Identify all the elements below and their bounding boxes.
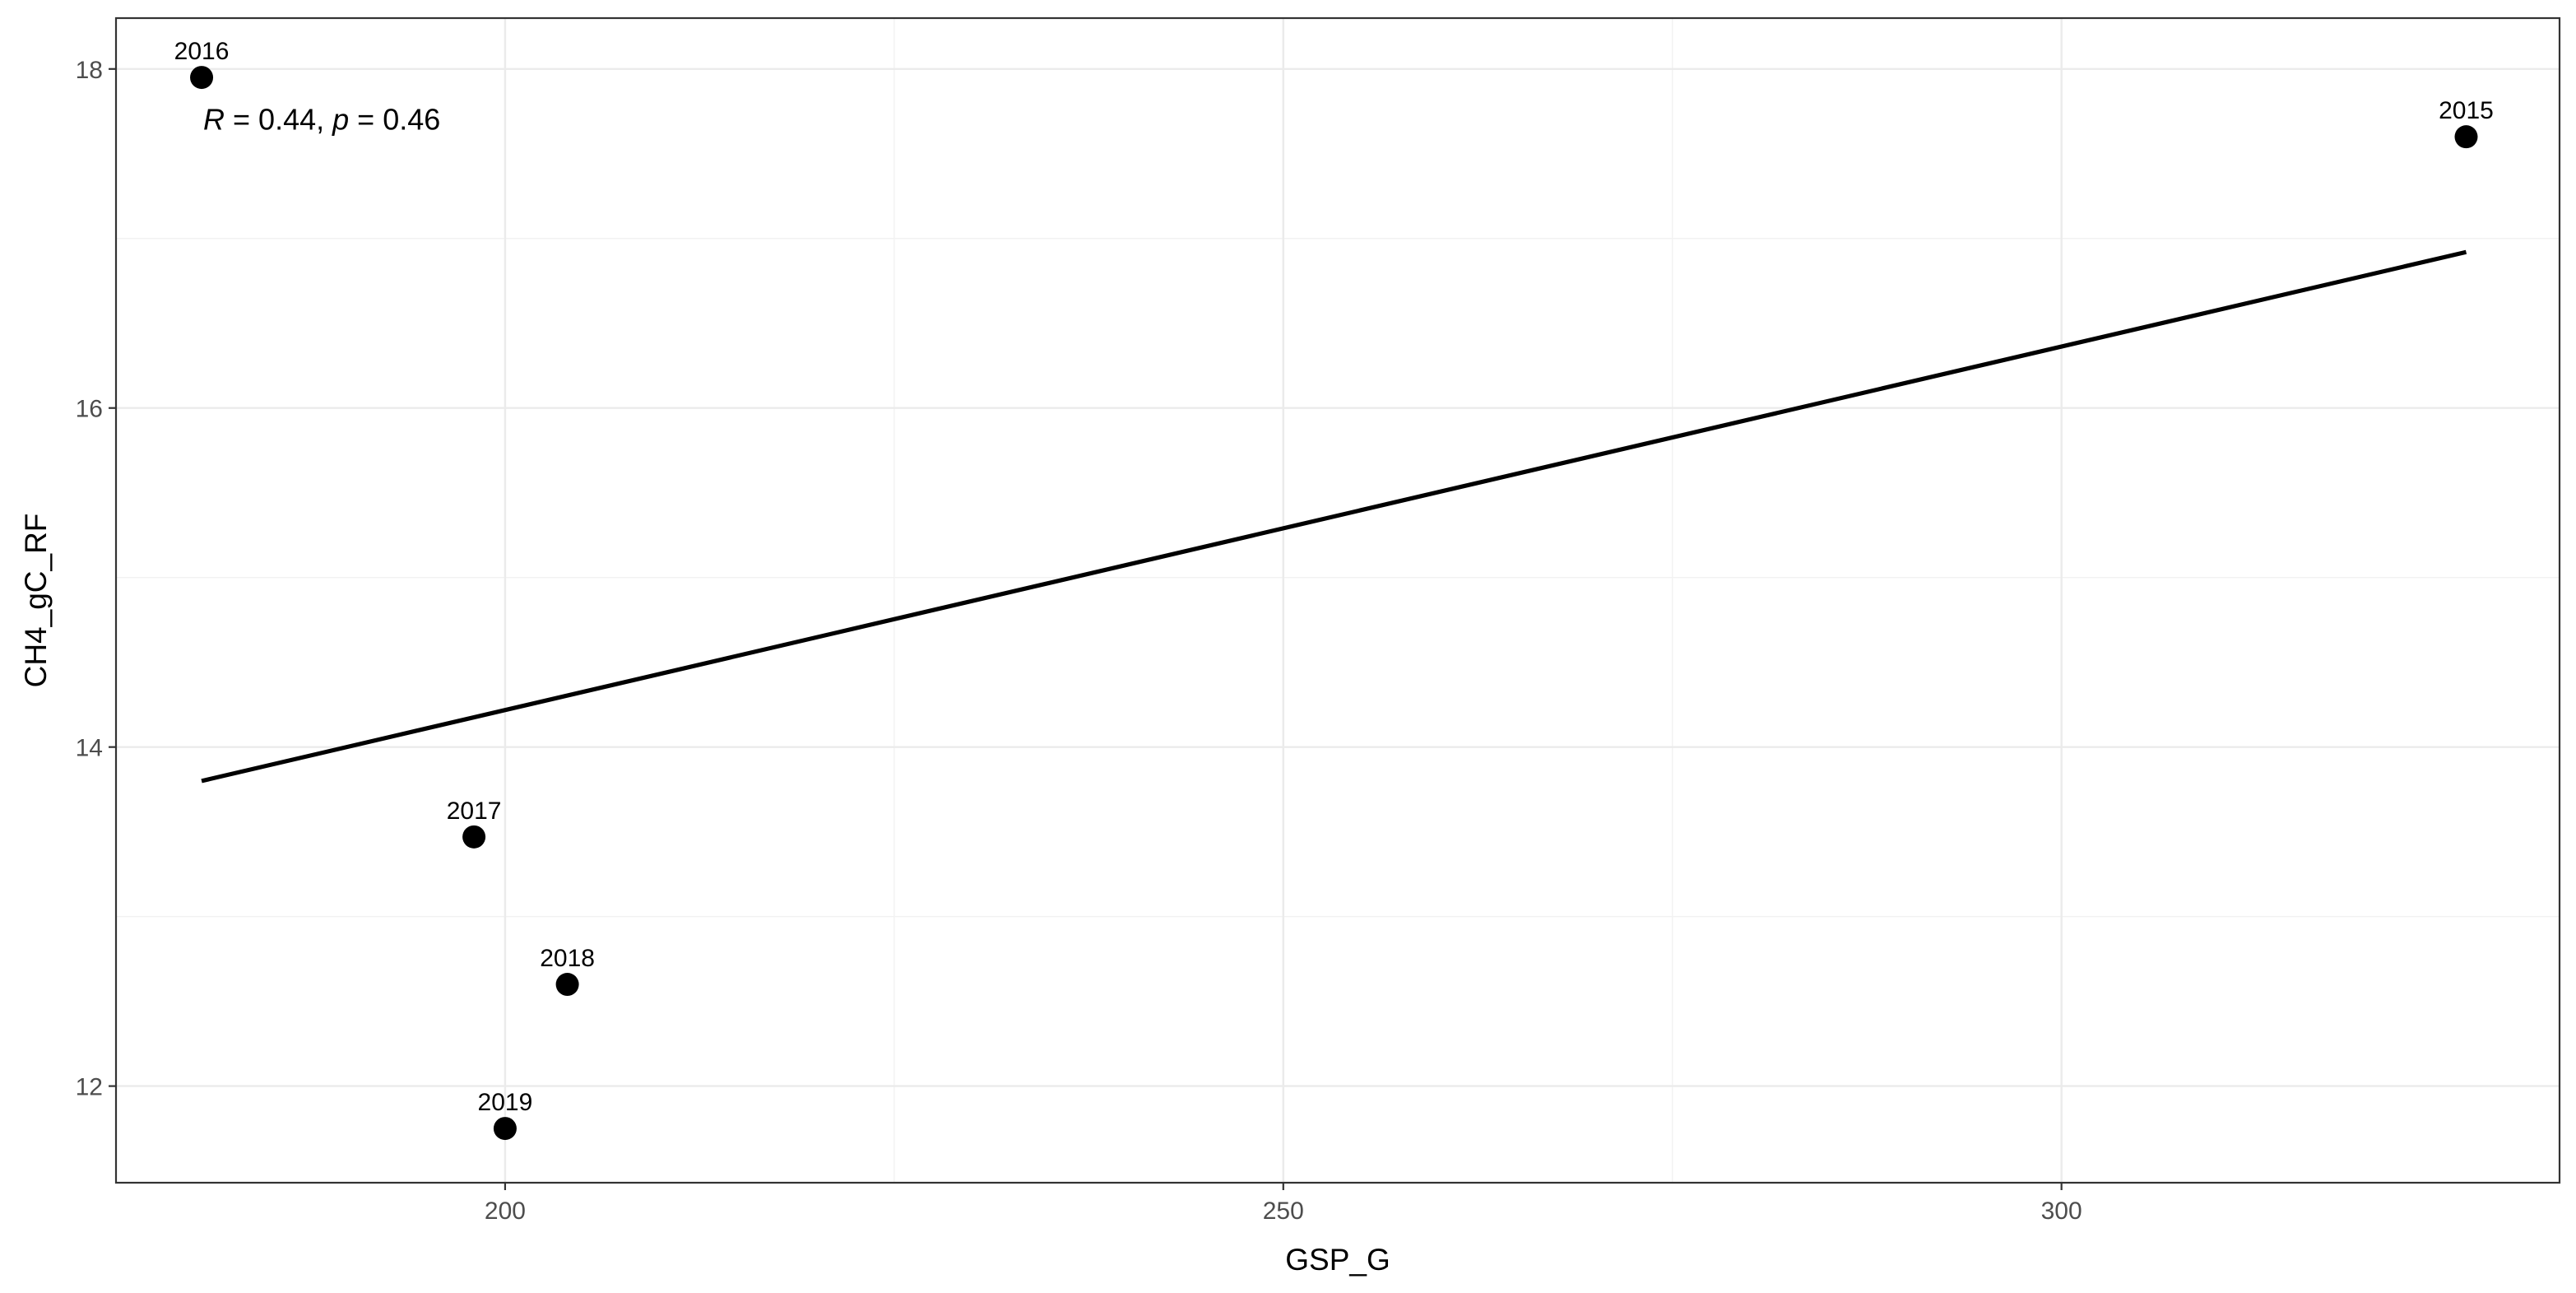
- regression-line-group: [201, 249, 2467, 784]
- data-point-2016: [190, 66, 214, 90]
- y-tick-label: 18: [76, 57, 103, 84]
- point-label-2017: 2017: [447, 798, 502, 825]
- correlation-annotation: R = 0.44, p = 0.46: [203, 102, 440, 136]
- x-axis-title: GSP_G: [1285, 1243, 1390, 1277]
- y-axis-title: CH4_gC_RF: [19, 514, 53, 688]
- y-tick-label: 14: [76, 735, 103, 762]
- grid-lines: [116, 18, 2560, 1183]
- y-tick-label: 16: [76, 396, 103, 423]
- r-value: = 0.44,: [225, 102, 332, 136]
- data-point-2017: [462, 825, 486, 849]
- point-label-2015: 2015: [2439, 97, 2494, 124]
- x-tick-label: 250: [1263, 1198, 1304, 1225]
- data-point-2015: [2454, 125, 2478, 149]
- p-symbol: p: [332, 102, 349, 136]
- x-tick-label: 300: [2041, 1198, 2082, 1225]
- point-label-2019: 2019: [478, 1089, 533, 1116]
- point-label-2018: 2018: [540, 945, 595, 972]
- point-label-2016: 2016: [174, 38, 230, 65]
- p-value: = 0.46: [349, 102, 440, 136]
- point-labels-group: 2015 2016 2017 2018 2019: [174, 38, 2494, 1116]
- regression-line: [201, 249, 2467, 784]
- data-points-group: [190, 66, 2478, 1141]
- y-tick-label: 12: [76, 1074, 103, 1101]
- x-tick-label: 200: [485, 1198, 526, 1225]
- axes-group: 200 250 300 12 14 16 18: [76, 57, 2082, 1225]
- data-point-2018: [555, 973, 579, 997]
- data-point-2019: [493, 1117, 517, 1141]
- plot-panel-border: [114, 16, 2561, 1184]
- r-symbol: R: [203, 102, 225, 136]
